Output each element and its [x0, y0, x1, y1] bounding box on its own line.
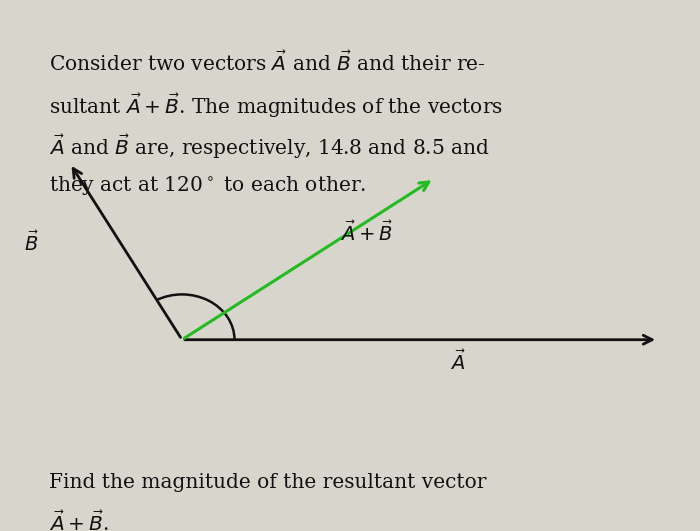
Text: they act at 120$^\circ$ to each other.: they act at 120$^\circ$ to each other.: [49, 174, 366, 197]
Text: $\vec{A}+\vec{B}$.: $\vec{A}+\vec{B}$.: [49, 511, 109, 531]
Text: sultant $\vec{A}+\vec{B}$. The magnitudes of the vectors: sultant $\vec{A}+\vec{B}$. The magnitude…: [49, 91, 503, 120]
Text: Find the magnitude of the resultant vector: Find the magnitude of the resultant vect…: [49, 473, 486, 492]
Text: Consider two vectors $\vec{A}$ and $\vec{B}$ and their re-: Consider two vectors $\vec{A}$ and $\vec…: [49, 50, 486, 75]
Text: $\vec{B}$: $\vec{B}$: [24, 230, 39, 255]
Text: $\vec{A}+\vec{B}$: $\vec{A}+\vec{B}$: [340, 221, 393, 245]
Text: $\vec{A}$: $\vec{A}$: [450, 350, 466, 374]
Text: $\vec{A}$ and $\vec{B}$ are, respectively, 14.8 and 8.5 and: $\vec{A}$ and $\vec{B}$ are, respectivel…: [49, 133, 489, 161]
